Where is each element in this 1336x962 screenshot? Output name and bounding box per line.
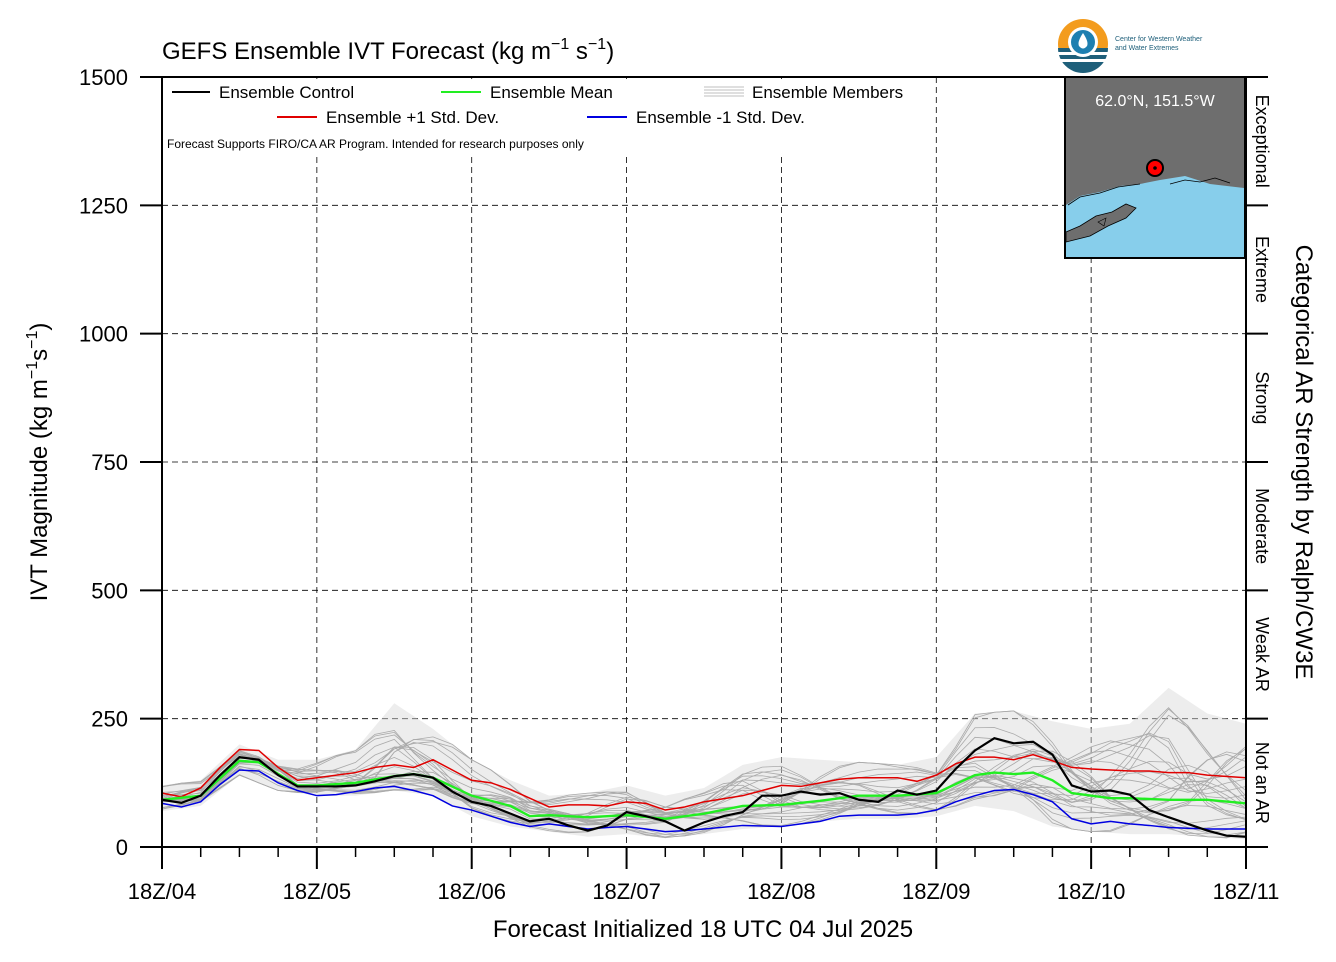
ensemble-1-std-dev-line — [161, 769, 1246, 833]
location-label: 62.0°N, 151.5°W — [1095, 93, 1215, 110]
x-tick-label: 18Z/11 — [1213, 879, 1280, 904]
y-tick-label: 750 — [91, 450, 128, 475]
cw3e-logo: Center for Western Weather and Water Ext… — [1058, 19, 1203, 73]
ensemble-member-line — [161, 757, 1247, 830]
ensemble-mean-line — [161, 759, 1247, 820]
ensemble-member-line — [161, 750, 1247, 824]
chart-title: GEFS Ensemble IVT Forecast (kg m−1 s−1) — [162, 36, 614, 65]
ensemble-member-line — [161, 757, 1247, 826]
series-lines — [161, 736, 1247, 838]
logo-text-1: Center for Western Weather — [1115, 36, 1203, 43]
x-tick-label: 18Z/04 — [128, 879, 197, 904]
legend-minus-std: Ensemble -1 Std. Dev. — [636, 108, 805, 127]
y-tick-label: 1250 — [79, 193, 128, 218]
legend-control: Ensemble Control — [219, 83, 354, 102]
research-note: Forecast Supports FIRO/CA AR Program. In… — [167, 137, 584, 151]
location-map: 62.0°N, 151.5°W — [1064, 76, 1246, 259]
right-axis-label: Categorical AR Strength by Ralph/CW3E — [1290, 245, 1317, 680]
ensemble-member-line — [161, 733, 1247, 820]
ocean-shape — [1066, 176, 1244, 257]
y-tick-label: 500 — [91, 578, 128, 603]
category-label: Weak AR — [1252, 617, 1272, 692]
x-tick-label: 18Z/05 — [283, 879, 352, 904]
ensemble-control-line — [161, 736, 1247, 838]
y-axis-label: IVT Magnitude (kg m−1s−1) — [24, 323, 53, 602]
ar-categories: Not an AR Weak AR Moderate Strong Extreme Exc… — [1252, 95, 1272, 824]
logo-text-2: and Water Extremes — [1115, 45, 1179, 52]
x-tick-label: 18Z/09 — [902, 879, 971, 904]
x-tick-label: 18Z/10 — [1057, 879, 1126, 904]
x-tick-label: 18Z/06 — [437, 879, 506, 904]
legend-mean: Ensemble Mean — [490, 83, 613, 102]
x-tick-label: 18Z/08 — [747, 879, 816, 904]
ensemble-1-std-dev-line — [161, 748, 1247, 811]
y-tick-label: 0 — [116, 835, 128, 860]
y-tick-label: 1000 — [79, 322, 128, 347]
ensemble-member-line — [161, 707, 1247, 821]
ensemble-member-line — [161, 714, 1247, 825]
legend-plus-std: Ensemble +1 Std. Dev. — [326, 108, 499, 127]
category-label: Extreme — [1252, 236, 1272, 303]
x-axis-label: Forecast Initialized 18 UTC 04 Jul 2025 — [493, 916, 913, 943]
axis-tick-labels: 0 250 500 750 1000 1250 1500 18Z/04 18Z/05 18Z/06… — [79, 65, 1279, 904]
category-label: Moderate — [1252, 488, 1272, 564]
y-tick-label: 1500 — [79, 65, 128, 90]
y-tick-label: 250 — [91, 707, 128, 732]
category-label: Not an AR — [1252, 742, 1272, 824]
category-label: Strong — [1252, 371, 1272, 424]
x-tick-label: 18Z/07 — [592, 879, 661, 904]
members-envelope — [162, 687, 1246, 840]
category-label: Exceptional — [1252, 95, 1272, 188]
legend-members: Ensemble Members — [752, 83, 903, 102]
ensemble-member-line — [161, 770, 1247, 839]
axis-ticks — [140, 76, 1268, 869]
ensemble-members — [161, 687, 1247, 840]
legend: Ensemble Control Ensemble Mean Ensemble … — [167, 83, 903, 151]
